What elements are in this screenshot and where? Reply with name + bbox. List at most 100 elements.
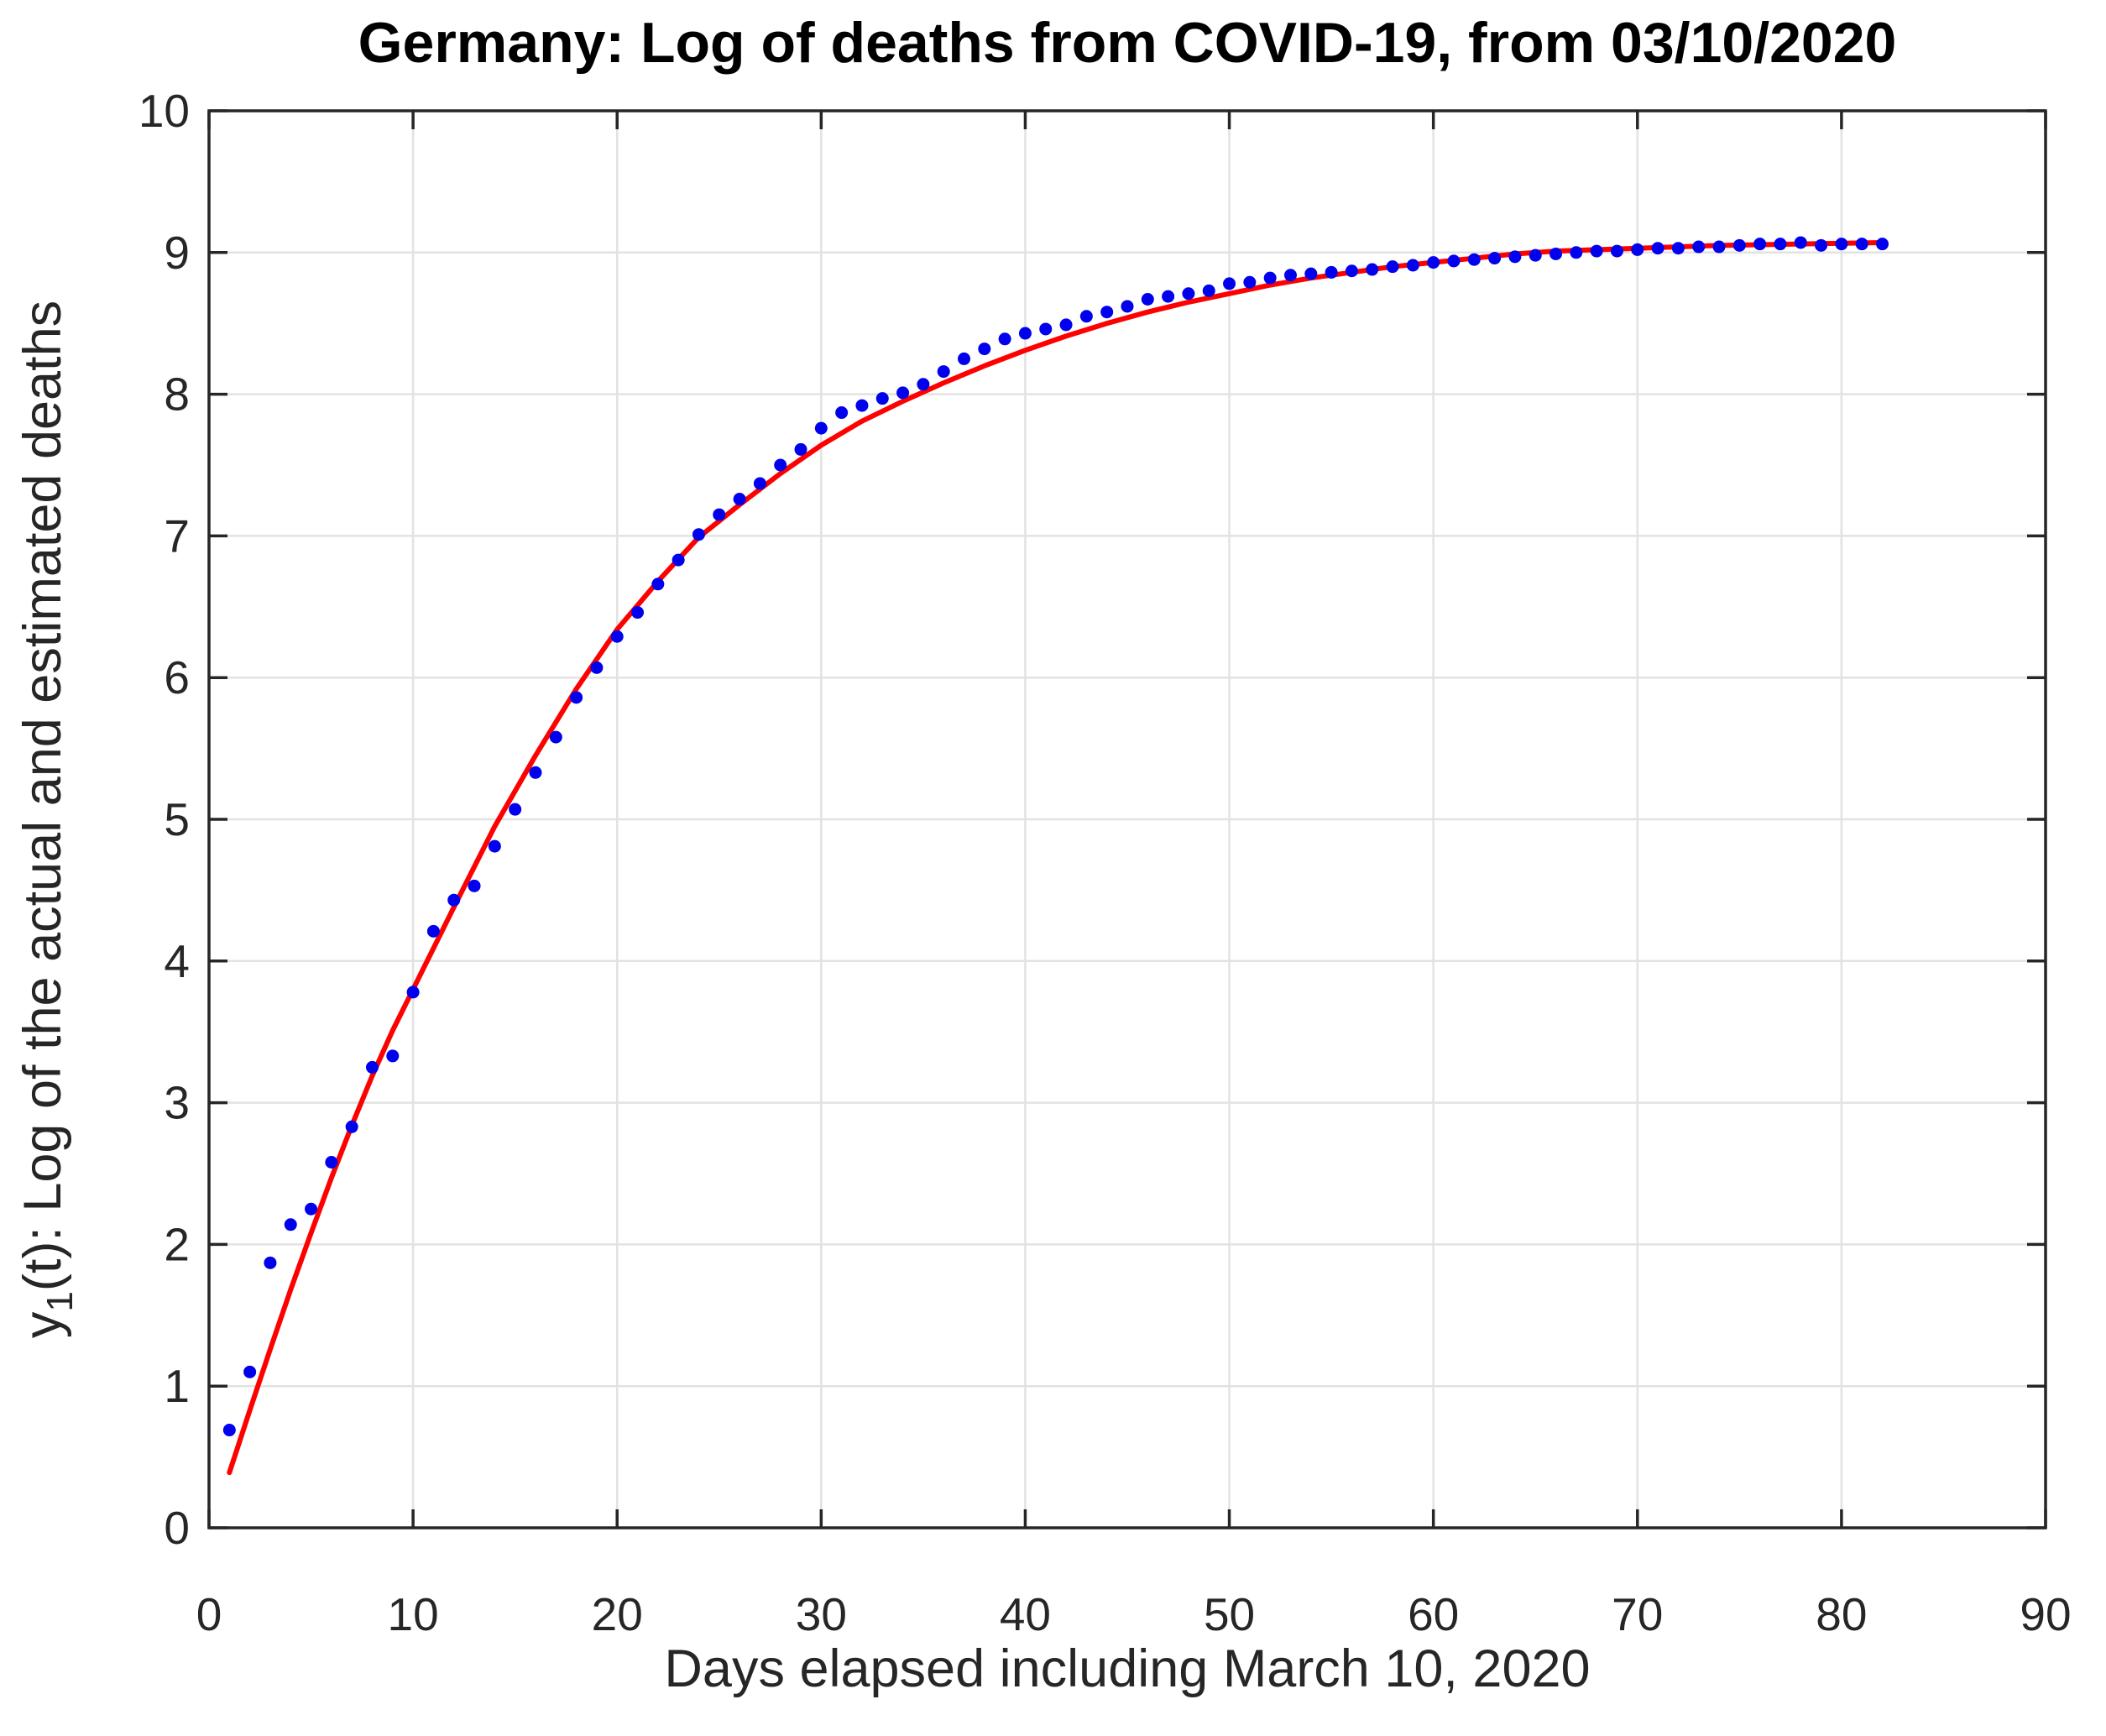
data-point [222,1424,236,1437]
data-point [1651,242,1664,255]
data-point [406,986,420,999]
data-point [1692,240,1706,254]
data-point [1671,242,1685,255]
y-tick-label: 8 [164,369,190,421]
x-tick-label: 40 [1000,1588,1051,1640]
y-tick-label: 3 [164,1077,190,1129]
data-point [1427,256,1440,269]
data-points [222,236,1889,1437]
data-point [1366,263,1379,276]
data-point [386,1049,400,1063]
fit-curve [227,239,1885,1476]
data-point [1488,252,1502,265]
data-point [1182,287,1195,301]
data-point [1467,253,1481,266]
data-point [1753,238,1767,251]
data-point [365,1060,379,1074]
data-point [325,1155,338,1169]
data-point [610,630,624,643]
data-point [447,893,461,907]
data-point [1141,293,1154,306]
data-point [590,661,604,674]
x-tick-label: 50 [1204,1588,1255,1640]
data-point [1100,306,1114,319]
data-point [978,342,991,356]
data-point [1570,246,1583,259]
data-point [794,442,807,456]
data-point [835,406,849,420]
x-tick-label: 10 [388,1588,439,1640]
data-point [509,803,522,816]
data-point [753,477,766,490]
data-point [284,1218,297,1231]
data-point [1162,290,1175,303]
data-point [468,879,481,892]
y-tick-label: 0 [164,1502,190,1554]
data-point [1202,284,1215,297]
data-point [1283,269,1297,282]
data-point [570,691,583,704]
grid-lines [209,111,2046,1528]
data-point [1610,244,1623,258]
data-point [1018,327,1032,340]
x-tick-label: 60 [1408,1588,1459,1640]
data-point [998,332,1011,346]
data-point [896,386,910,400]
data-point [345,1120,358,1133]
data-point [1549,247,1563,260]
data-point [426,924,440,938]
x-tick-labels: 0 10 20 30 40 50 60 70 80 90 [196,1588,2072,1640]
y-tick-label: 9 [164,227,190,279]
data-point [1855,238,1868,251]
data-point [1325,265,1338,279]
fit-line [227,239,1885,1476]
data-point [1508,250,1522,264]
data-point [488,839,501,853]
data-point [1079,310,1093,323]
data-point [1223,277,1236,290]
data-point [1774,238,1787,251]
x-axis-label: Days elapsed including March 10, 2020 [664,1639,1591,1698]
data-point [672,553,685,567]
data-point [1243,275,1257,289]
data-point [1835,238,1848,251]
data-point [692,528,705,541]
y-tick-label: 7 [164,510,190,562]
data-point [243,1365,257,1378]
y-tick-label: 2 [164,1218,190,1270]
data-point [1059,318,1073,332]
data-point [549,730,562,744]
data-point [631,606,645,620]
data-point [1039,322,1053,336]
data-point [1732,238,1746,252]
x-tick-label: 0 [196,1588,222,1640]
data-point [651,578,665,591]
data-point [713,508,726,521]
y-tick-label: 10 [138,85,190,137]
data-point [814,421,828,435]
data-point [529,766,542,779]
data-point [1876,238,1889,251]
data-point [1345,264,1358,278]
data-point [1794,236,1807,249]
y-tick-label: 4 [164,935,190,987]
data-point [875,392,889,405]
data-point [1529,248,1542,262]
data-point [937,365,950,379]
tick-marks [207,109,2047,1529]
data-point [1447,254,1461,268]
data-point [1712,240,1726,254]
data-point [264,1256,277,1269]
data-point [774,458,787,472]
data-point [1121,300,1134,313]
data-point [855,399,869,412]
data-point [305,1202,318,1216]
data-point [733,493,746,506]
data-point [1815,238,1828,252]
data-point [1386,260,1399,274]
data-point [1304,267,1318,280]
x-tick-label: 80 [1816,1588,1867,1640]
x-tick-label: 20 [592,1588,643,1640]
